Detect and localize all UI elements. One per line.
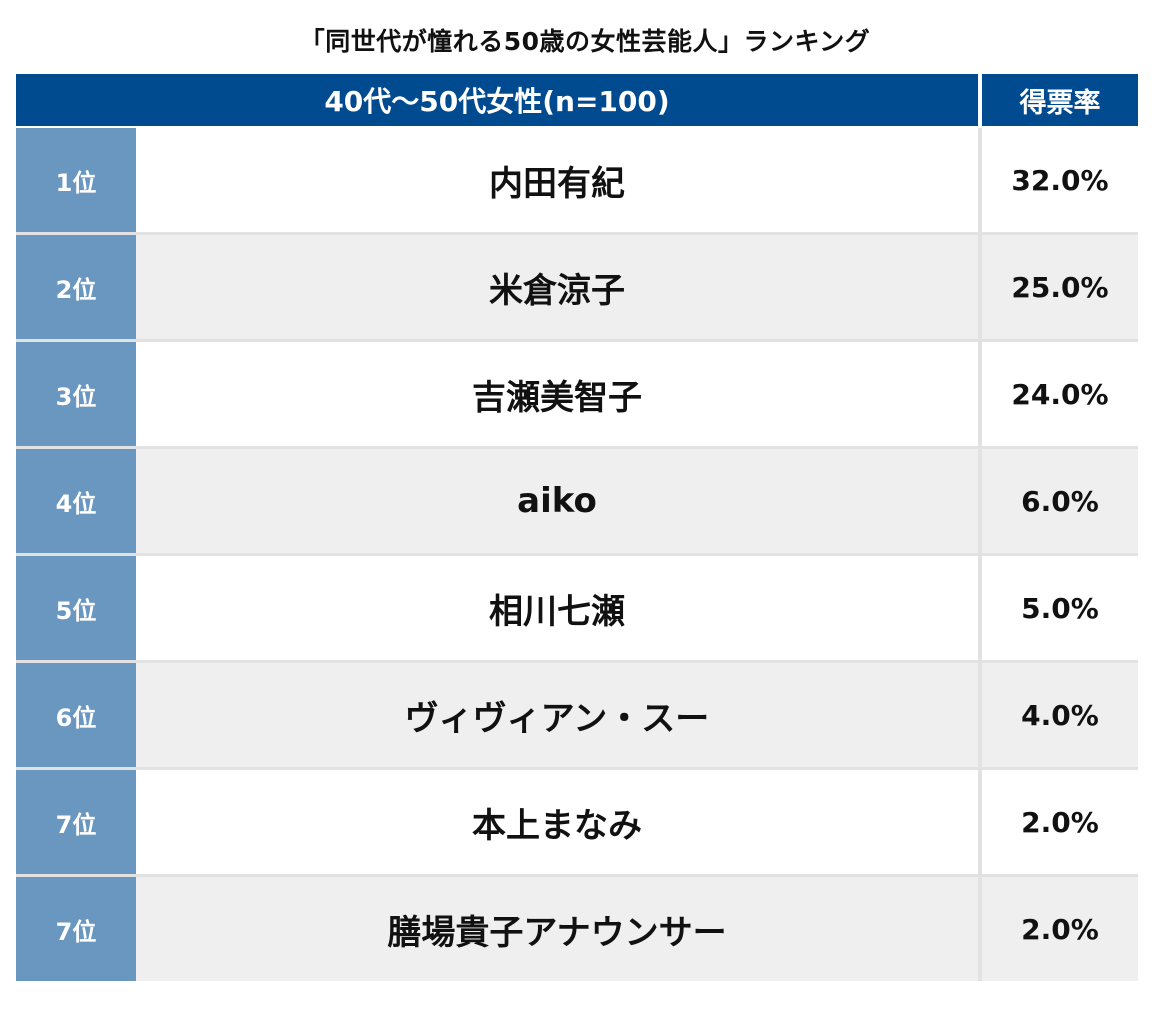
vote-rate-cell: 2.0%	[982, 770, 1138, 874]
vote-rate-cell: 25.0%	[982, 235, 1138, 339]
rank-cell: 7位	[16, 770, 136, 874]
table-row: 7位 本上まなみ 2.0%	[16, 770, 1138, 877]
celebrity-name-cell: ヴィヴィアン・スー	[136, 663, 978, 767]
table-row: 1位 内田有紀 32.0%	[16, 128, 1138, 235]
column-divider	[978, 128, 982, 232]
column-divider	[978, 770, 982, 874]
respondent-group-header: 40代〜50代女性(n=100)	[16, 74, 978, 126]
column-divider	[978, 449, 982, 553]
header-divider	[978, 74, 982, 126]
rank-cell: 7位	[16, 877, 136, 981]
celebrity-name-cell: 相川七瀬	[136, 556, 978, 660]
column-divider	[978, 342, 982, 446]
rank-cell: 6位	[16, 663, 136, 767]
rank-cell: 2位	[16, 235, 136, 339]
celebrity-name-cell: 本上まなみ	[136, 770, 978, 874]
table-row: 6位 ヴィヴィアン・スー 4.0%	[16, 663, 1138, 770]
vote-rate-cell: 6.0%	[982, 449, 1138, 553]
vote-rate-cell: 2.0%	[982, 877, 1138, 981]
ranking-title: 「同世代が憧れる50歳の女性芸能人」ランキング	[299, 27, 871, 56]
table-row: 5位 相川七瀬 5.0%	[16, 556, 1138, 663]
column-divider	[978, 877, 982, 981]
vote-rate-header: 得票率	[982, 74, 1138, 126]
table-header: 40代〜50代女性(n=100) 得票率	[16, 74, 1138, 126]
column-divider	[978, 663, 982, 767]
vote-rate-cell: 32.0%	[982, 128, 1138, 232]
celebrity-name-cell: 吉瀬美智子	[136, 342, 978, 446]
vote-rate-cell: 4.0%	[982, 663, 1138, 767]
celebrity-name-cell: aiko	[136, 449, 978, 553]
rank-cell: 1位	[16, 128, 136, 232]
celebrity-name-cell: 膳場貴子アナウンサー	[136, 877, 978, 981]
vote-rate-cell: 24.0%	[982, 342, 1138, 446]
column-divider	[978, 556, 982, 660]
column-divider	[978, 235, 982, 339]
table-row: 2位 米倉涼子 25.0%	[16, 235, 1138, 342]
celebrity-name-cell: 米倉涼子	[136, 235, 978, 339]
table-row: 7位 膳場貴子アナウンサー 2.0%	[16, 877, 1138, 981]
ranking-table: 40代〜50代女性(n=100) 得票率 1位 内田有紀 32.0% 2位 米倉…	[16, 74, 1138, 981]
rank-cell: 4位	[16, 449, 136, 553]
table-row: 4位 aiko 6.0%	[16, 449, 1138, 556]
table-row: 3位 吉瀬美智子 24.0%	[16, 342, 1138, 449]
celebrity-name-cell: 内田有紀	[136, 128, 978, 232]
rank-cell: 3位	[16, 342, 136, 446]
vote-rate-cell: 5.0%	[982, 556, 1138, 660]
table-body: 1位 内田有紀 32.0% 2位 米倉涼子 25.0% 3位 吉瀬美智子 24.…	[16, 128, 1138, 981]
rank-cell: 5位	[16, 556, 136, 660]
